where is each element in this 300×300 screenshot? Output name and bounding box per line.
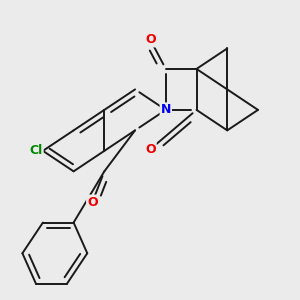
Text: N: N (160, 103, 171, 116)
Text: O: O (145, 33, 156, 46)
Text: O: O (145, 142, 156, 156)
Text: O: O (87, 196, 98, 208)
Text: Cl: Cl (29, 144, 43, 158)
